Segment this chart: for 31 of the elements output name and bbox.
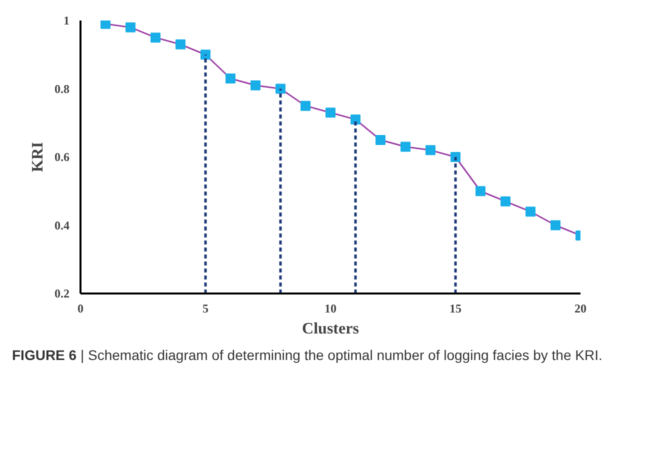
x-axis-title: Clusters <box>302 320 359 338</box>
x-tick-label: 20 <box>574 302 586 316</box>
point <box>400 142 410 152</box>
point <box>276 84 286 94</box>
y-tick-label: 0.8 <box>54 82 70 96</box>
point <box>476 186 486 196</box>
point <box>226 74 236 84</box>
point <box>326 108 336 118</box>
point <box>350 114 360 124</box>
caption: FIGURE 6 | Schematic diagram of determining the optimal number of logging facies by the KRI. <box>12 346 602 365</box>
y-tick-label: 0.6 <box>54 150 70 164</box>
point <box>550 220 560 230</box>
point <box>250 80 260 90</box>
point <box>426 145 436 156</box>
point <box>126 22 136 32</box>
point <box>500 196 510 206</box>
y-axis-title: KRI <box>30 142 46 172</box>
x-tick-label: 15 <box>450 302 462 316</box>
point <box>376 134 386 145</box>
y-tick-label: 1 <box>64 14 70 28</box>
point <box>526 206 536 217</box>
x-tick-label: 10 <box>324 302 336 316</box>
point <box>100 20 110 29</box>
point <box>200 50 210 60</box>
point <box>300 100 310 111</box>
x-tick-label: 0 <box>78 302 84 316</box>
y-tick-label: 0.4 <box>54 218 70 232</box>
point <box>176 39 186 50</box>
point <box>150 32 160 43</box>
y-tick-label: 0.2 <box>54 286 70 300</box>
x-tick-label: 5 <box>202 302 208 316</box>
